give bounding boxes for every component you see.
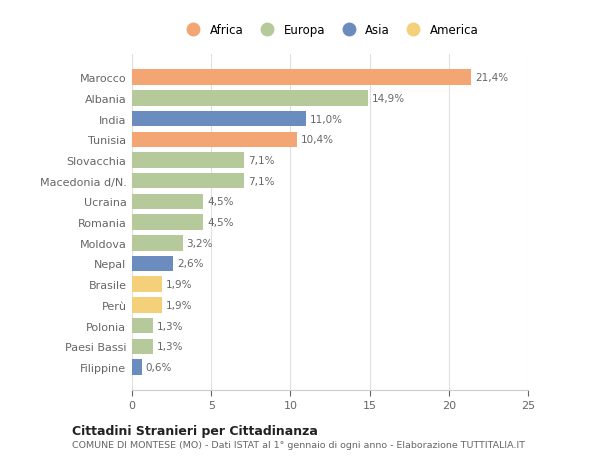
Bar [132, 235, 182, 251]
Bar [132, 70, 471, 86]
Bar [132, 318, 152, 334]
Bar [132, 112, 306, 127]
Text: 4,5%: 4,5% [207, 218, 234, 228]
Text: Cittadini Stranieri per Cittadinanza: Cittadini Stranieri per Cittadinanza [72, 424, 318, 437]
Text: 0,6%: 0,6% [145, 362, 172, 372]
Text: 1,9%: 1,9% [166, 280, 193, 290]
Bar [132, 339, 152, 354]
Bar [132, 359, 142, 375]
Text: 21,4%: 21,4% [475, 73, 508, 83]
Legend: Africa, Europa, Asia, America: Africa, Europa, Asia, America [181, 24, 479, 37]
Bar [132, 256, 173, 272]
Text: 14,9%: 14,9% [372, 94, 405, 104]
Text: 4,5%: 4,5% [207, 197, 234, 207]
Bar [132, 174, 244, 189]
Text: 2,6%: 2,6% [177, 259, 203, 269]
Text: 10,4%: 10,4% [301, 135, 334, 145]
Text: 1,3%: 1,3% [157, 341, 183, 352]
Bar [132, 91, 368, 106]
Text: 1,3%: 1,3% [157, 321, 183, 331]
Text: 1,9%: 1,9% [166, 300, 193, 310]
Bar [132, 297, 162, 313]
Bar [132, 132, 297, 148]
Bar [132, 277, 162, 292]
Text: 7,1%: 7,1% [248, 176, 275, 186]
Bar [132, 194, 203, 210]
Bar [132, 153, 244, 168]
Text: 3,2%: 3,2% [187, 238, 213, 248]
Text: 7,1%: 7,1% [248, 156, 275, 166]
Text: COMUNE DI MONTESE (MO) - Dati ISTAT al 1° gennaio di ogni anno - Elaborazione TU: COMUNE DI MONTESE (MO) - Dati ISTAT al 1… [72, 441, 525, 449]
Text: 11,0%: 11,0% [310, 114, 343, 124]
Bar [132, 215, 203, 230]
